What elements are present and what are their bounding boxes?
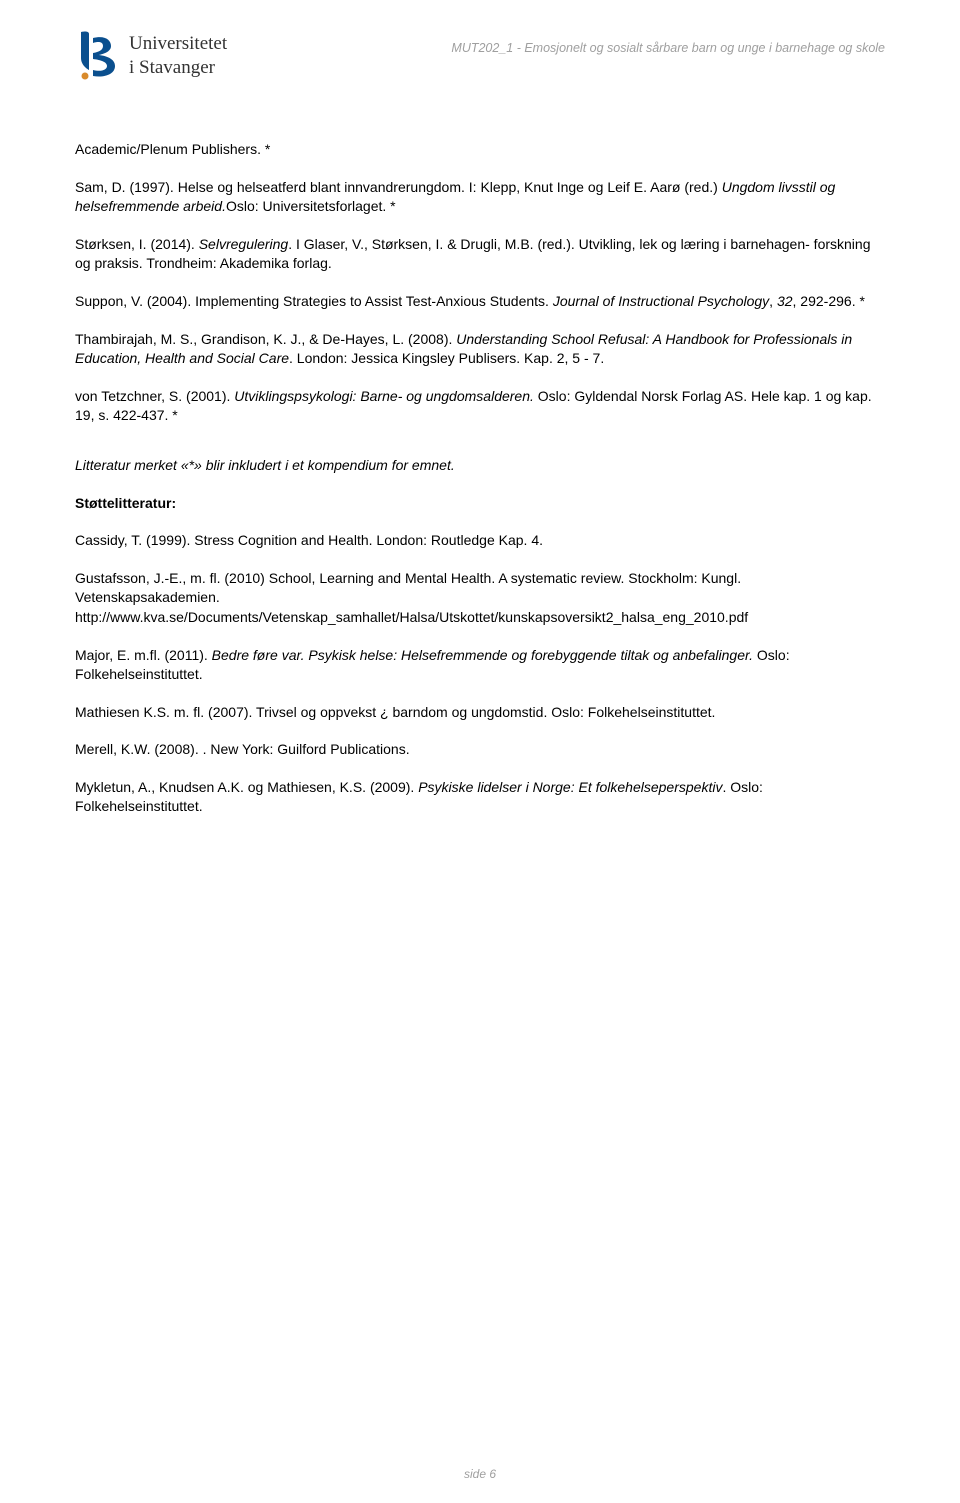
university-name-line1: Universitetet [129, 33, 227, 54]
reference-entry: Suppon, V. (2004). Implementing Strategi… [75, 292, 885, 312]
page-number: side 6 [0, 1466, 960, 1483]
document-body: Academic/Plenum Publishers. * Sam, D. (1… [75, 140, 885, 817]
support-reference-entry: Merell, K.W. (2008). . New York: Guilfor… [75, 740, 885, 760]
reference-entry: Sam, D. (1997). Helse og helseatferd bla… [75, 178, 885, 217]
university-name-line2: i Stavanger [129, 57, 215, 78]
compendium-note: Litteratur merket «*» blir inkludert i e… [75, 456, 885, 476]
support-reference-entry: Major, E. m.fl. (2011). Bedre føre var. … [75, 646, 885, 685]
support-reference-entry: Gustafsson, J.-E., m. fl. (2010) School,… [75, 569, 885, 628]
reference-entry: Thambirajah, M. S., Grandison, K. J., & … [75, 330, 885, 369]
page-container: Universitetet i Stavanger MUT202_1 - Emo… [0, 0, 960, 1503]
reference-entry: Academic/Plenum Publishers. * [75, 140, 885, 160]
university-logo-block: Universitetet i Stavanger [75, 30, 227, 80]
reference-entry: Størksen, I. (2014). Selvregulering. I G… [75, 235, 885, 274]
support-reference-entry: Cassidy, T. (1999). Stress Cognition and… [75, 531, 885, 551]
course-title: MUT202_1 - Emosjonelt og sosialt sårbare… [451, 30, 885, 58]
university-logo-icon [75, 30, 119, 80]
university-name: Universitetet i Stavanger [129, 30, 227, 80]
support-reference-entry: Mathiesen K.S. m. fl. (2007). Trivsel og… [75, 703, 885, 723]
support-reference-entry: Mykletun, A., Knudsen A.K. og Mathiesen,… [75, 778, 885, 817]
support-literature-heading: Støttelitteratur: [75, 494, 885, 514]
page-header: Universitetet i Stavanger MUT202_1 - Emo… [75, 30, 885, 80]
reference-entry: von Tetzchner, S. (2001). Utviklingspsyk… [75, 387, 885, 426]
